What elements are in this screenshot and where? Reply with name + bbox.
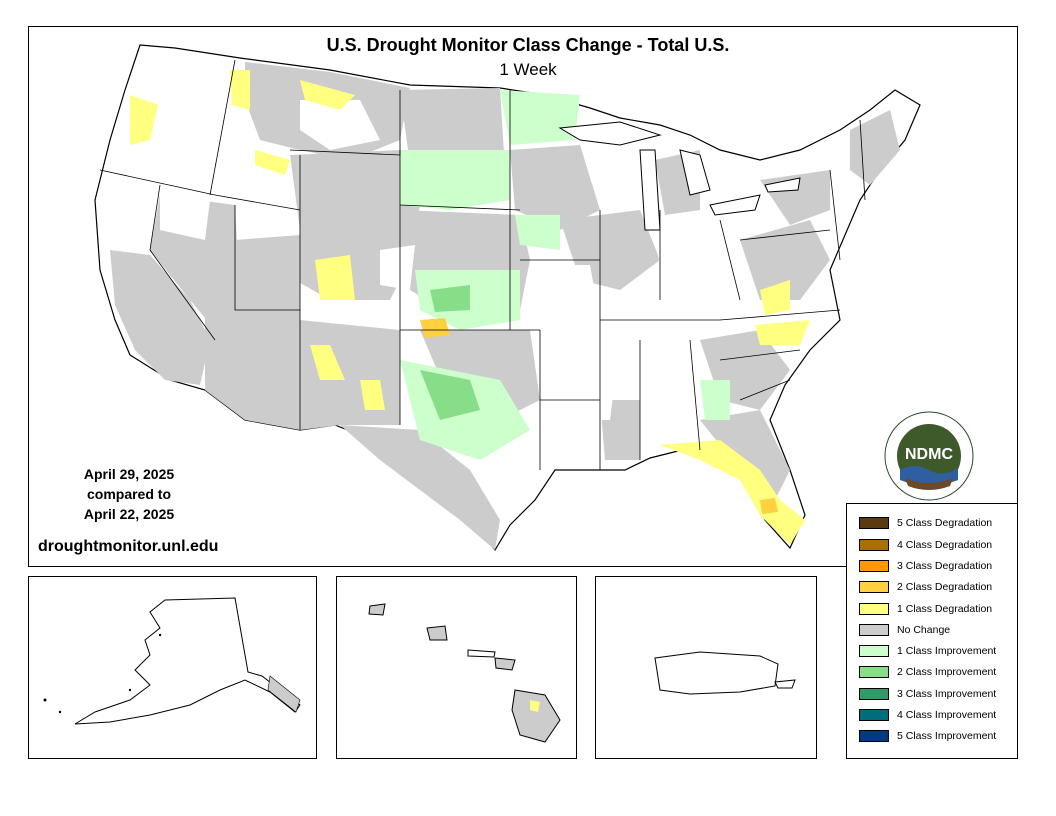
legend: 5 Class Degradation 4 Class Degradation …: [846, 503, 1018, 759]
one-class-degradation-regions: [130, 70, 810, 545]
legend-item-4-improvement: 4 Class Improvement: [859, 708, 996, 722]
legend-swatch: [859, 730, 889, 742]
legend-swatch: [859, 645, 889, 657]
legend-label: 5 Class Degradation: [897, 517, 993, 529]
legend-swatch: [859, 603, 889, 615]
legend-swatch: [859, 709, 889, 721]
website-url: droughtmonitor.unl.edu: [38, 538, 219, 555]
legend-item-no-change: No Change: [859, 623, 950, 637]
state-borders: [99, 59, 866, 470]
legend-swatch: [859, 624, 889, 636]
great-lakes: [558, 121, 801, 231]
legend-item-3-improvement: 3 Class Improvement: [859, 687, 996, 701]
legend-label: 2 Class Degradation: [897, 581, 993, 593]
legend-swatch: [859, 539, 889, 551]
legend-label: 5 Class Improvement: [897, 730, 997, 742]
legend-item-2-degradation: 2 Class Degradation: [859, 580, 992, 594]
two-class-improvement-regions: [420, 285, 480, 420]
legend-item-5-degradation: 5 Class Degradation: [859, 516, 992, 530]
two-class-degradation-regions: [420, 318, 778, 514]
map-title: U.S. Drought Monitor Class Change - Tota…: [326, 35, 730, 55]
legend-item-3-degradation: 3 Class Degradation: [859, 559, 992, 573]
legend-swatch: [859, 517, 889, 529]
legend-swatch: [859, 560, 889, 572]
legend-swatch: [859, 688, 889, 700]
legend-item-1-improvement: 1 Class Improvement: [859, 644, 996, 658]
legend-swatch: [859, 581, 889, 593]
date-compared-to: compared to: [86, 486, 171, 502]
legend-label: 3 Class Degradation: [897, 560, 993, 572]
legend-label: 4 Class Improvement: [897, 709, 997, 721]
legend-label: 1 Class Improvement: [897, 645, 997, 657]
legend-label: 1 Class Degradation: [897, 603, 993, 615]
legend-label: 4 Class Degradation: [897, 539, 993, 551]
legend-item-5-improvement: 5 Class Improvement: [859, 729, 996, 743]
legend-item-2-improvement: 2 Class Improvement: [859, 665, 996, 679]
date-previous: April 22, 2025: [83, 506, 175, 522]
date-current: April 29, 2025: [83, 466, 175, 482]
legend-label: No Change: [897, 624, 951, 636]
legend-item-4-degradation: 4 Class Degradation: [859, 538, 992, 552]
legend-swatch: [859, 666, 889, 678]
legend-label: 2 Class Improvement: [897, 666, 997, 678]
map-subtitle: 1 Week: [499, 60, 557, 79]
legend-item-1-degradation: 1 Class Degradation: [859, 602, 992, 616]
legend-label: 3 Class Improvement: [897, 688, 997, 700]
